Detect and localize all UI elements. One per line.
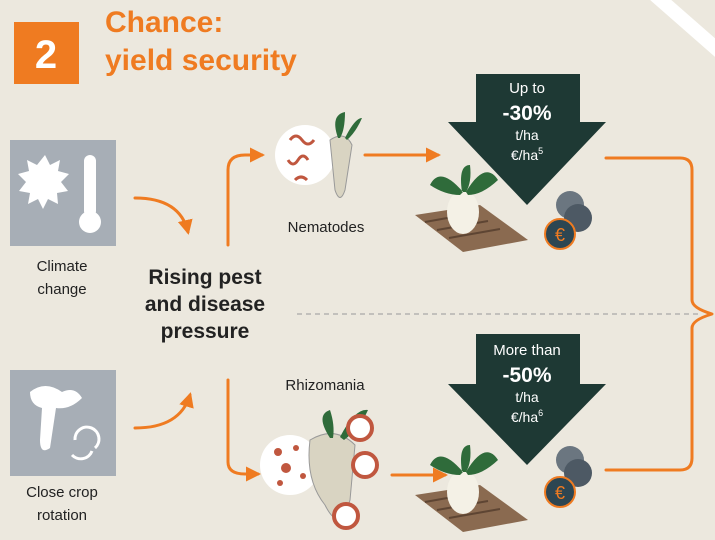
cause-label: Climate [37, 258, 88, 275]
thermometer-bulb [79, 211, 101, 233]
infographic: 2 Chance: yield security Climate change … [0, 0, 715, 540]
threat-label: Rhizomania [285, 377, 365, 394]
loss-prefix: Up to [509, 80, 545, 97]
loss-unit: €/ha [511, 409, 538, 425]
page: 2 Chance: yield security Climate change … [0, 0, 715, 540]
center-label: pressure [161, 320, 250, 343]
section-number: 2 [35, 33, 57, 77]
threat-label: Nematodes [288, 219, 365, 236]
footnote: 5 [538, 146, 543, 156]
rotation-icon [10, 370, 116, 476]
cause-label: Close crop [26, 484, 98, 501]
loss-value: -50% [502, 364, 551, 387]
title: Chance: [105, 6, 223, 39]
svg-text:€: € [555, 483, 565, 503]
thermometer-icon [84, 155, 96, 217]
loss-unit: t/ha [515, 127, 539, 143]
center-label: and disease [145, 293, 265, 316]
loss-unit: €/ha [511, 147, 538, 163]
loss-prefix: More than [493, 342, 561, 359]
cause-label: rotation [37, 507, 87, 524]
loss-value: -30% [502, 102, 551, 125]
title: yield security [105, 44, 297, 77]
center-label: Rising pest [148, 266, 261, 289]
footnote: 6 [538, 408, 543, 418]
climate-icon [10, 140, 116, 246]
svg-text:€: € [555, 225, 565, 245]
loss-unit: t/ha [515, 389, 539, 405]
cause-label: change [37, 281, 86, 298]
